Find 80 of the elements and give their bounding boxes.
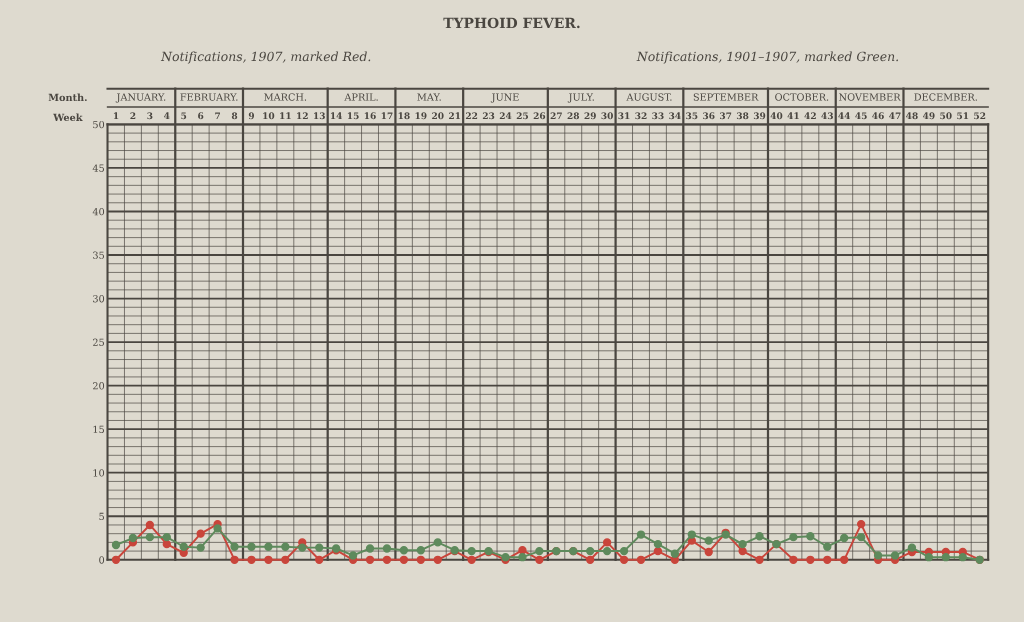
x-tick-label: 40 (770, 112, 783, 120)
x-tick-label: 16 (364, 112, 376, 120)
y-tick-label: 20 (93, 382, 105, 390)
y-tick-label: 5 (99, 512, 104, 521)
y-tick-label: 50 (93, 120, 105, 129)
text: JULY. (567, 93, 594, 103)
x-tick-label: 34 (669, 112, 681, 120)
text: OCTOBER. (775, 93, 829, 101)
x-tick-label: 31 (618, 112, 630, 120)
x-tick-label: 44 (838, 112, 851, 120)
x-tick-label: 22 (465, 112, 478, 120)
x-tick-label: 12 (297, 112, 308, 120)
x-tick-label: 19 (415, 112, 427, 120)
text: AUGUST. (626, 93, 672, 101)
x-axis-title: Week (53, 113, 83, 122)
x-tick-label: 4 (164, 112, 170, 120)
x-tick-label: 35 (686, 112, 698, 120)
x-tick-label: 43 (821, 112, 833, 120)
x-tick-label: 9 (248, 112, 255, 120)
x-tick-label: 20 (432, 112, 444, 120)
x-tick-label: 11 (280, 112, 291, 120)
x-tick-label: 29 (584, 112, 596, 120)
x-tick-label: 14 (330, 112, 343, 120)
x-tick-label: 42 (804, 112, 816, 120)
x-tick-label: 47 (889, 112, 901, 120)
x-tick-label: 39 (753, 112, 766, 120)
text: Month. (48, 93, 87, 102)
x-tick-label: 52 (974, 112, 986, 120)
x-tick-label: 5 (181, 112, 187, 120)
text: FEBRUARY. (180, 93, 238, 101)
x-tick-label: 28 (567, 112, 580, 120)
x-tick-label: 27 (550, 112, 562, 120)
x-tick-label: 21 (449, 112, 461, 120)
x-tick-label: 7 (215, 112, 220, 120)
x-tick-label: 46 (872, 112, 884, 120)
x-tick-label: 51 (957, 112, 969, 120)
y-tick-label: 25 (93, 338, 104, 346)
x-tick-label: 3 (147, 112, 153, 120)
x-tick-label: 33 (652, 112, 664, 120)
x-tick-label: 38 (736, 112, 749, 120)
x-tick-label: 18 (398, 112, 410, 120)
y-tick-label: 35 (93, 251, 104, 259)
y-tick-label: 40 (92, 207, 105, 216)
y-tick-label: 10 (93, 469, 105, 477)
text: APRIL. (344, 93, 378, 101)
x-tick-label: 26 (533, 112, 546, 120)
x-tick-label: 32 (635, 112, 647, 120)
x-tick-label: 37 (720, 112, 732, 120)
text: JUNE (490, 93, 519, 103)
x-tick-label: 23 (482, 112, 495, 120)
x-tick-label: 1 (113, 112, 119, 120)
x-tick-label: 30 (601, 112, 613, 120)
y-tick-label: 45 (92, 164, 104, 172)
x-tick-label: 36 (703, 112, 715, 120)
x-tick-label: 8 (231, 112, 238, 120)
x-tick-label: 17 (381, 112, 393, 120)
x-tick-label: 15 (347, 112, 359, 120)
x-tick-label: 41 (787, 112, 799, 120)
x-tick-label: 48 (906, 112, 918, 120)
y-tick-label: 30 (93, 295, 105, 303)
x-tick-label: 45 (855, 112, 867, 120)
text: NOVEMBER (839, 93, 901, 101)
text: JANUARY. (115, 93, 166, 103)
y-tick-label: 0 (99, 556, 105, 564)
x-tick-label: 49 (922, 112, 935, 120)
x-tick-label: 24 (499, 112, 512, 120)
x-tick-label: 50 (940, 112, 952, 120)
x-tick-label: 2 (130, 112, 136, 120)
text: Notifications, 1907, marked Red. (160, 51, 371, 64)
text: DECEMBER. (914, 93, 977, 101)
x-tick-label: 13 (314, 112, 325, 120)
x-tick-label: 6 (198, 112, 204, 120)
text: Notifications, 1901–1907, marked Green. (636, 51, 899, 64)
text: SEPTEMBER (693, 93, 759, 101)
text: MARCH. (264, 93, 307, 101)
chart-title: TYPHOID FEVER. (443, 17, 580, 29)
text: MAY. (417, 93, 441, 101)
y-tick-label: 15 (93, 425, 104, 434)
x-tick-label: 10 (263, 112, 275, 120)
x-tick-label: 25 (516, 112, 529, 120)
